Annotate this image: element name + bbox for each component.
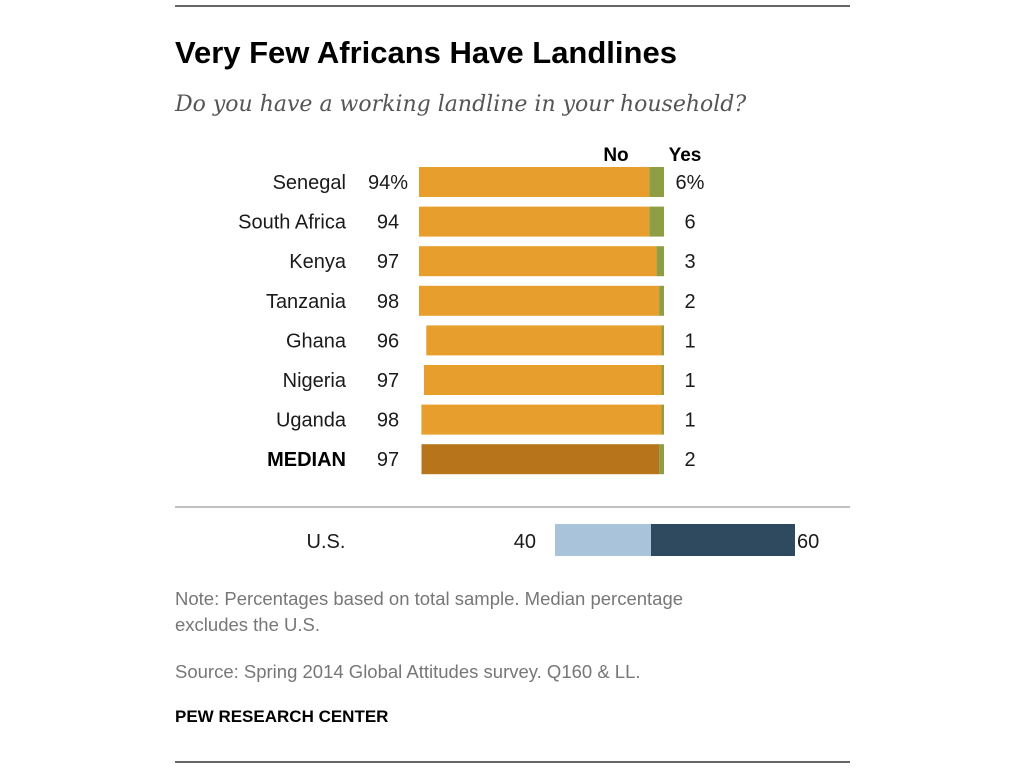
bar-no [419,246,657,277]
category-label: Senegal [273,172,346,194]
bar-yes [656,246,664,277]
us-yes-value: 60 [797,531,819,553]
value-label-yes: 6 [684,212,695,234]
category-label: Uganda [276,410,347,432]
category-label: MEDIAN [267,449,346,471]
category-label: South Africa [238,212,347,234]
legend-no: No [603,145,628,166]
value-label-no: 97 [377,449,399,471]
bar-no [421,404,662,435]
category-label: Nigeria [283,370,347,392]
value-label-yes: 2 [684,449,695,471]
us-bar-yes [651,524,795,556]
bar-yes [661,325,664,356]
bar-yes [659,444,664,475]
value-label-yes: 1 [684,370,695,392]
bar-yes [661,365,664,395]
note-line-1: Note: Percentages based on total sample.… [175,588,683,609]
value-label-no: 96 [377,330,399,352]
bar-yes [649,206,664,237]
value-label-no: 97 [377,251,399,273]
value-label-yes: 1 [684,410,695,432]
bar-no [419,167,650,197]
bar-no [421,444,660,475]
us-no-value: 40 [514,531,536,553]
value-label-no: 98 [377,410,399,432]
bar-no [423,365,662,395]
legend-yes: Yes [669,145,702,166]
bar-no [426,325,662,356]
value-label-no: 94 [377,212,399,234]
category-label: Tanzania [266,291,347,313]
value-label-no: 98 [377,291,399,313]
bar-rows: Senegal 94% 6% South Africa 94 6 Kenya 97 3 Tanza… [238,167,705,475]
category-label: Ghana [286,330,347,352]
chart-title: Very Few Africans Have Landlines [175,35,677,70]
us-bar-no [555,524,651,556]
note-line-2: excludes the U.S. [175,614,320,635]
chart-subtitle: Do you have a working landline in your h… [174,92,746,117]
brand-label: PEW RESEARCH CENTER [175,707,388,726]
value-label-yes: 1 [684,330,695,352]
source-note: Source: Spring 2014 Global Attitudes sur… [175,661,641,682]
bar-yes [661,404,664,435]
category-label: Kenya [289,251,347,273]
value-label-yes: 3 [684,251,695,273]
value-label-no: 94% [368,172,408,194]
value-label-yes: 2 [684,291,695,313]
bar-yes [649,167,664,197]
value-label-yes: 6% [676,172,705,194]
bar-yes [659,285,664,316]
bar-no [419,206,650,237]
value-label-no: 97 [377,370,399,392]
us-label: U.S. [307,531,346,553]
bar-no [419,285,660,316]
